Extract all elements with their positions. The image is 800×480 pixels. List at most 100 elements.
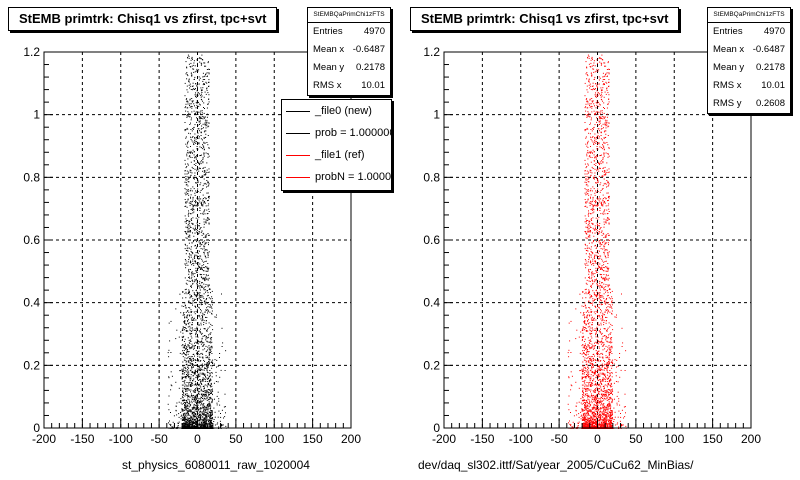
left-data-point <box>195 382 197 384</box>
left-data-point <box>196 283 198 285</box>
left-data-point <box>198 368 200 370</box>
right-data-point <box>601 243 603 245</box>
left-data-point <box>204 387 205 389</box>
left-data-point <box>200 58 202 60</box>
right-data-point <box>600 318 602 320</box>
left-data-point <box>192 212 194 214</box>
right-data-point <box>597 383 599 385</box>
right-data-point <box>593 347 595 349</box>
left-data-point <box>193 398 195 400</box>
right-data-point <box>617 365 619 367</box>
left-data-point <box>208 381 210 383</box>
left-data-point <box>188 84 190 86</box>
left-data-point <box>210 348 212 350</box>
left-data-point <box>183 321 185 323</box>
left-data-point <box>187 236 189 238</box>
left-data-point <box>202 414 204 416</box>
right-data-point <box>608 69 610 70</box>
left-data-point <box>200 388 202 390</box>
right-data-point <box>592 424 593 426</box>
left-data-point <box>183 399 184 401</box>
left-data-point <box>177 425 179 426</box>
left-data-point <box>195 424 197 426</box>
left-data-point <box>201 384 203 385</box>
left-data-point <box>197 294 199 296</box>
left-data-point <box>195 306 197 308</box>
left-data-point <box>198 401 200 403</box>
left-data-point <box>196 404 198 406</box>
left-data-point <box>199 184 201 186</box>
left-data-point <box>188 425 190 427</box>
left-data-point <box>201 230 203 232</box>
right-data-point <box>604 174 606 176</box>
right-data-point <box>601 304 603 305</box>
left-data-point <box>200 213 202 215</box>
left-data-point <box>192 300 194 302</box>
right-data-point <box>602 242 603 244</box>
left-data-point <box>188 399 190 401</box>
left-data-point <box>205 133 207 135</box>
left-data-point <box>205 426 207 428</box>
left-data-point <box>194 151 195 153</box>
left-data-point <box>198 202 199 204</box>
right-data-point <box>590 317 592 319</box>
right-data-point <box>592 318 594 320</box>
left-data-point <box>184 327 186 328</box>
left-data-point <box>203 96 205 98</box>
left-data-point <box>208 361 209 363</box>
left-data-point <box>210 339 212 341</box>
left-data-point <box>199 341 201 343</box>
left-data-point <box>205 299 207 301</box>
right-data-point <box>587 111 589 113</box>
right-data-point <box>605 276 607 278</box>
left-data-point <box>191 276 193 278</box>
right-data-point <box>587 178 589 180</box>
left-data-point <box>215 375 217 377</box>
left-data-point <box>194 384 196 386</box>
right-data-point <box>597 209 598 211</box>
left-data-point <box>192 415 194 417</box>
left-data-point <box>186 352 187 354</box>
left-data-point <box>193 143 194 145</box>
left-data-point <box>194 298 196 300</box>
left-data-point <box>200 255 202 257</box>
left-data-point <box>203 278 204 280</box>
right-data-point <box>589 401 591 403</box>
left-data-point <box>190 150 192 152</box>
left-data-point <box>197 424 199 426</box>
left-data-point <box>185 361 187 363</box>
right-data-point <box>589 302 591 304</box>
left-data-point <box>201 341 203 343</box>
left-data-point <box>195 158 197 160</box>
left-data-point <box>207 349 208 351</box>
right-data-point <box>597 225 599 227</box>
right-data-point <box>576 402 578 404</box>
right-data-point <box>591 347 593 349</box>
right-data-point <box>604 122 606 124</box>
left-data-point <box>194 313 196 315</box>
left-data-point <box>204 418 206 420</box>
left-data-point <box>192 263 194 265</box>
left-data-point <box>211 426 213 428</box>
left-data-point <box>204 75 206 77</box>
left-data-point <box>204 209 206 211</box>
right-data-point <box>592 396 594 398</box>
right-data-point <box>580 411 582 413</box>
left-data-point <box>208 98 210 100</box>
left-data-point <box>211 313 213 315</box>
right-data-point <box>607 392 609 394</box>
right-data-point <box>597 315 598 316</box>
left-data-point <box>200 364 202 366</box>
left-data-point <box>204 62 206 64</box>
right-data-point <box>607 312 608 314</box>
right-data-point <box>621 293 622 295</box>
left-data-point <box>219 376 221 378</box>
left-data-point <box>181 403 183 405</box>
left-data-point <box>191 419 193 421</box>
left-data-point <box>209 359 211 361</box>
right-data-point <box>625 425 627 427</box>
left-data-point <box>192 206 194 207</box>
left-data-point <box>208 359 210 361</box>
right-data-point <box>598 374 599 376</box>
left-data-point <box>196 222 198 224</box>
